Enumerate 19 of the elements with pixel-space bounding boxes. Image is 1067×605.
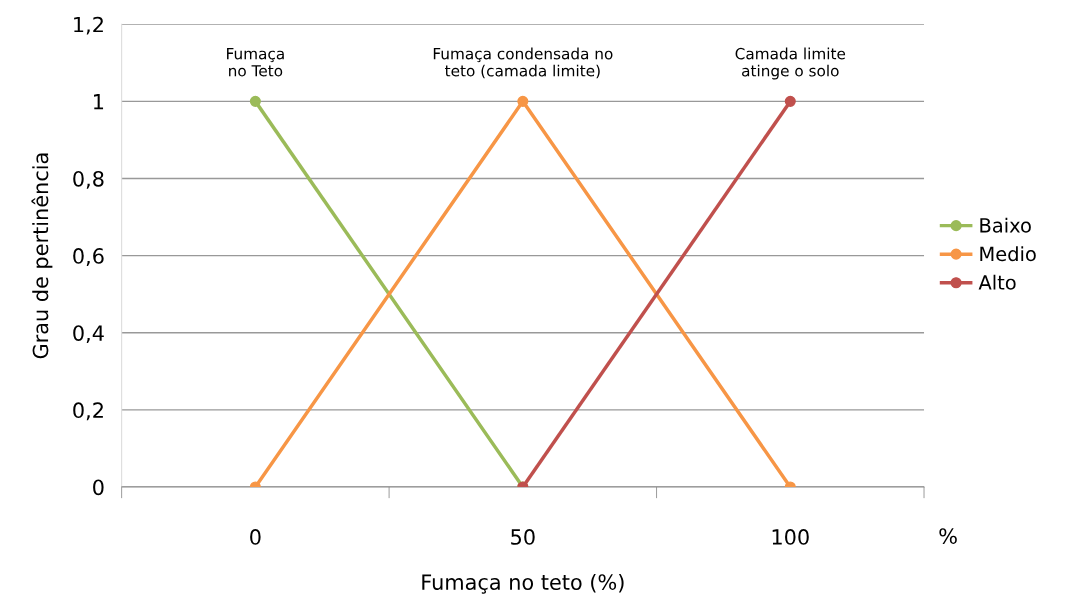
x-axis-title: Fumaça no teto (%) [422,573,624,594]
annotation: Fumaça condensada no teto (camada limite) [433,47,613,79]
x-tick-label: 100 [772,529,809,545]
x-tick-label: 0 [250,529,261,545]
x-tick-label: 50 [511,529,535,545]
y-tick-label: 0,4 [73,325,104,344]
y-axis-title: Grau de pertinência [31,153,53,359]
y-tick-label: 1,2 [74,16,103,35]
annotation: Fumaça no Teto [227,48,284,77]
annotation: Camada limite atinge o solo [735,47,846,80]
legend-label: Baixo [980,217,1031,233]
legend-label: Medio [980,246,1036,262]
text: % [939,528,957,544]
y-tick-label: 0,8 [73,170,104,189]
y-tick-label: 0 [93,479,104,496]
y-tick-label: 0,6 [73,248,104,266]
legend-label: Alto [978,274,1016,290]
y-tick-label: 0,2 [73,402,103,421]
y-tick-label: 1 [94,94,104,110]
